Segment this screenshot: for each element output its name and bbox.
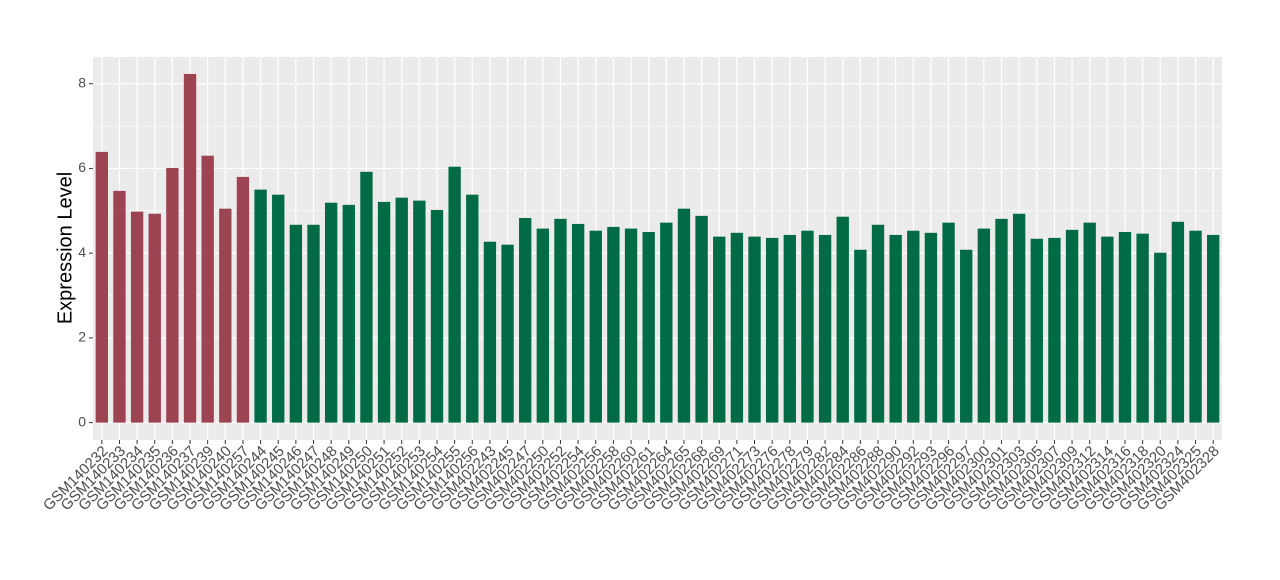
bar <box>960 249 973 423</box>
bar <box>166 168 179 423</box>
bar <box>1136 233 1149 423</box>
bar <box>748 236 761 423</box>
y-axis-label: Expression Level <box>54 172 76 324</box>
bar <box>395 197 408 423</box>
bar <box>95 151 108 423</box>
bar <box>272 194 285 423</box>
bar <box>995 218 1008 423</box>
bar <box>342 204 355 423</box>
bar <box>571 223 585 423</box>
bar <box>466 194 479 423</box>
bar <box>589 230 602 423</box>
bar <box>730 232 744 423</box>
bar <box>448 166 461 423</box>
bar <box>536 228 550 423</box>
bar <box>1154 252 1167 423</box>
bar <box>413 200 426 423</box>
bar <box>765 237 779 423</box>
bar <box>130 211 144 423</box>
bar <box>289 224 303 423</box>
bar <box>836 216 849 423</box>
bar <box>1012 213 1026 423</box>
bar <box>201 155 214 423</box>
bar <box>430 209 444 423</box>
bar <box>1030 238 1043 423</box>
bar <box>148 213 161 423</box>
bar <box>1083 222 1096 423</box>
bar <box>783 234 796 423</box>
bar <box>519 217 532 423</box>
bar <box>695 215 708 423</box>
bar <box>307 224 320 423</box>
y-tick-label: 0 <box>78 413 86 429</box>
bar <box>801 230 814 423</box>
bar <box>483 241 497 423</box>
bar <box>236 176 250 423</box>
bar <box>907 230 920 423</box>
bar <box>713 236 726 423</box>
bar <box>183 73 197 423</box>
bar <box>1118 231 1132 423</box>
y-tick-label: 2 <box>78 329 86 345</box>
bar <box>818 234 832 423</box>
bar <box>554 218 567 423</box>
bar <box>942 222 955 423</box>
bar <box>642 231 655 423</box>
bar <box>501 244 514 423</box>
bar <box>254 189 267 423</box>
bar <box>924 232 938 423</box>
bar <box>1189 230 1202 423</box>
bar <box>889 234 902 423</box>
bar <box>113 190 126 423</box>
bar <box>377 201 391 423</box>
bar <box>1207 234 1220 423</box>
bar <box>977 228 991 423</box>
y-tick-label: 4 <box>78 244 86 260</box>
y-tick-label: 6 <box>78 159 86 175</box>
bar <box>1171 221 1185 423</box>
bar <box>871 224 885 423</box>
bar <box>1101 236 1114 423</box>
bar <box>1065 229 1079 423</box>
y-tick-label: 8 <box>78 74 86 90</box>
bar <box>854 249 867 423</box>
bar <box>677 208 691 423</box>
bar <box>607 226 620 423</box>
bar <box>324 202 338 423</box>
bar <box>624 228 638 423</box>
bar <box>360 171 373 423</box>
bar <box>1048 237 1061 423</box>
bar <box>219 208 232 423</box>
bar <box>660 222 673 423</box>
